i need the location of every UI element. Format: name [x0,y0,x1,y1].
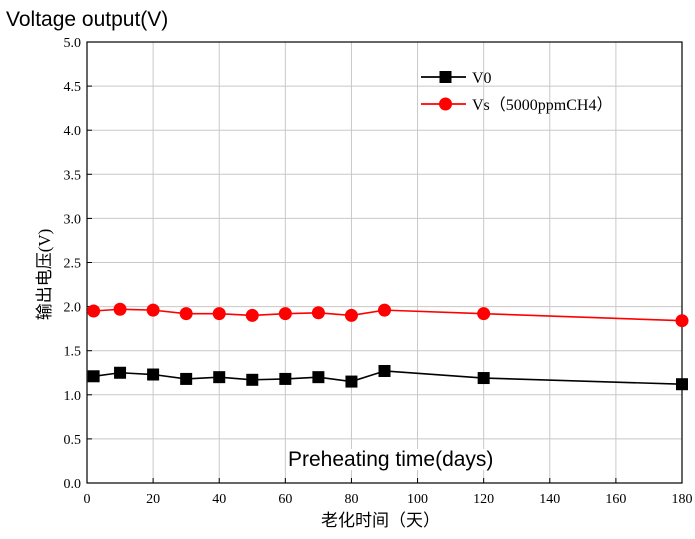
y-tick-label: 3.5 [64,168,82,183]
legend-label-0: V0 [472,70,492,87]
data-point-1 [212,307,226,321]
y-tick-label: 5.0 [64,36,82,51]
data-point-1 [477,307,491,321]
data-point-1 [311,306,325,320]
y-tick-label: 0.0 [64,477,82,492]
data-point-0 [676,378,688,391]
x-tick-label: 120 [473,492,494,507]
data-point-0 [213,371,226,384]
data-point-0 [147,368,160,381]
y-tick-label: 4.0 [64,124,82,139]
x-tick-label: 0 [84,492,91,507]
y-tick-label: 0.5 [64,433,82,448]
x-tick-label: 80 [344,492,358,507]
x-tick-label: 100 [407,492,428,507]
data-point-1 [179,307,193,321]
y-tick-label: 1.0 [64,389,82,404]
data-point-0 [378,364,391,377]
x-tick-label: 20 [146,492,160,507]
x-tick-label: 180 [672,492,693,507]
data-point-0 [114,366,127,379]
data-point-0 [279,372,292,385]
y-tick-label: 3.0 [64,212,82,227]
data-point-1 [146,303,160,317]
overlay-x-axis-label: Preheating time(days) [288,448,494,471]
data-point-0 [312,371,325,384]
data-point-1 [378,303,391,317]
y-tick-label: 2.5 [64,257,82,272]
x-axis-label: 老化时间（天） [321,511,440,530]
overlay-title: Voltage output(V) [6,8,169,31]
y-tick-label: 4.5 [64,80,82,95]
y-axis-label: 输出电压(V) [35,229,54,321]
data-point-1 [278,307,292,321]
legend-label-1: Vs（5000ppmCH4） [472,96,612,114]
data-point-1 [113,302,127,316]
x-tick-label: 40 [212,492,226,507]
data-point-1 [675,314,689,328]
y-tick-label: 2.0 [64,301,82,316]
x-tick-label: 160 [605,492,626,507]
data-point-0 [180,372,193,385]
data-point-1 [245,308,259,322]
x-tick-label: 60 [278,492,292,507]
x-tick-label: 140 [539,492,560,507]
legend-marker-0 [439,71,452,83]
data-point-0 [477,372,490,385]
data-point-0 [246,373,259,386]
y-tick-label: 1.5 [64,345,82,360]
data-point-0 [345,375,358,388]
legend-marker-1 [439,97,452,111]
data-point-0 [87,370,100,383]
data-point-1 [344,308,358,322]
data-point-1 [87,304,101,318]
